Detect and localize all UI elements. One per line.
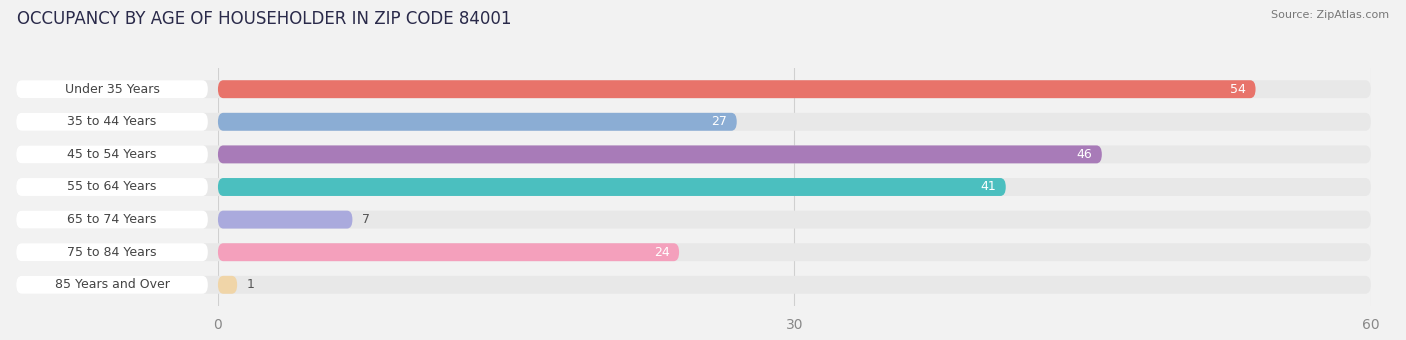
Text: 55 to 64 Years: 55 to 64 Years (67, 181, 156, 193)
FancyBboxPatch shape (17, 113, 1371, 131)
FancyBboxPatch shape (17, 276, 1371, 294)
FancyBboxPatch shape (17, 146, 1371, 163)
FancyBboxPatch shape (17, 276, 208, 294)
FancyBboxPatch shape (218, 211, 353, 228)
Text: Source: ZipAtlas.com: Source: ZipAtlas.com (1271, 10, 1389, 20)
FancyBboxPatch shape (218, 243, 679, 261)
FancyBboxPatch shape (17, 211, 208, 228)
Text: OCCUPANCY BY AGE OF HOUSEHOLDER IN ZIP CODE 84001: OCCUPANCY BY AGE OF HOUSEHOLDER IN ZIP C… (17, 10, 512, 28)
Text: 24: 24 (654, 246, 669, 259)
FancyBboxPatch shape (17, 211, 1371, 228)
FancyBboxPatch shape (17, 113, 208, 131)
FancyBboxPatch shape (218, 113, 737, 131)
FancyBboxPatch shape (17, 243, 1371, 261)
FancyBboxPatch shape (218, 178, 1005, 196)
Text: 75 to 84 Years: 75 to 84 Years (67, 246, 156, 259)
Text: 65 to 74 Years: 65 to 74 Years (67, 213, 156, 226)
Text: 41: 41 (980, 181, 995, 193)
FancyBboxPatch shape (218, 80, 1256, 98)
FancyBboxPatch shape (218, 276, 238, 294)
Text: 27: 27 (711, 115, 727, 128)
FancyBboxPatch shape (17, 178, 1371, 196)
Text: 35 to 44 Years: 35 to 44 Years (67, 115, 156, 128)
FancyBboxPatch shape (17, 178, 208, 196)
Text: Under 35 Years: Under 35 Years (65, 83, 159, 96)
Text: 85 Years and Over: 85 Years and Over (55, 278, 170, 291)
FancyBboxPatch shape (17, 80, 208, 98)
FancyBboxPatch shape (17, 146, 208, 163)
FancyBboxPatch shape (17, 243, 208, 261)
Text: 45 to 54 Years: 45 to 54 Years (67, 148, 156, 161)
Text: 46: 46 (1077, 148, 1092, 161)
Text: 1: 1 (247, 278, 254, 291)
Text: 7: 7 (363, 213, 370, 226)
FancyBboxPatch shape (218, 146, 1102, 163)
FancyBboxPatch shape (17, 80, 1371, 98)
Text: 54: 54 (1230, 83, 1246, 96)
